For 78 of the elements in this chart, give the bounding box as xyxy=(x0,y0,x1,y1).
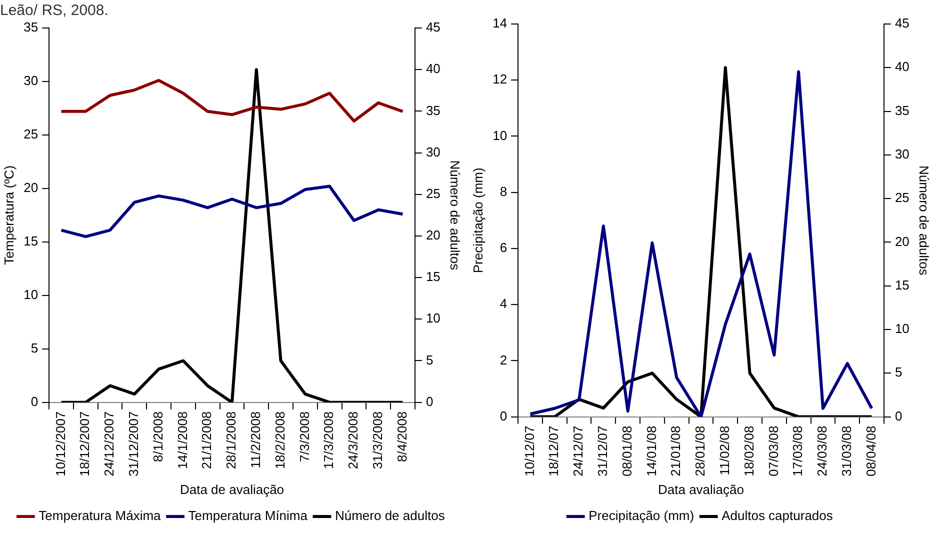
y-tick-label: 35 xyxy=(24,20,38,35)
x-tick-label: 24/12/07 xyxy=(570,426,586,476)
y2-tick-label: 25 xyxy=(426,186,440,201)
x-tick-label: 31/3/2008 xyxy=(370,411,385,470)
y2-axis-title: Número de adultos xyxy=(916,165,932,276)
y2-tick-label: 15 xyxy=(426,269,440,284)
x-tick-label: 8/1/2008 xyxy=(150,411,166,462)
x-tick-label: 10/12/07 xyxy=(522,426,537,476)
y2-tick-label: 0 xyxy=(426,394,434,409)
x-tick-label: 31/12/07 xyxy=(595,426,610,476)
x-tick-label: 7/3/2008 xyxy=(296,411,312,462)
x-tick-label: 18/2/2008 xyxy=(272,411,288,470)
x-tick-label: 11/2/2008 xyxy=(248,411,263,468)
y-tick-label: 2 xyxy=(500,352,508,368)
y-axis-title: Temperatura (ºC) xyxy=(1,165,16,265)
y2-tick-label: 15 xyxy=(894,277,910,292)
x-tick-label: 24/03/08 xyxy=(814,426,830,476)
y-axis-title: Precipitação (mm) xyxy=(470,168,486,274)
x-tick-label: 24/12/2007 xyxy=(102,411,117,476)
y2-axis-title: Número de adultos xyxy=(448,160,463,271)
y2-tick-label: 0 xyxy=(894,408,902,424)
x-tick-label: 14/1/2008 xyxy=(174,411,190,470)
x-tick-label: 8/4/2008 xyxy=(394,411,410,462)
y-tick-label: 14 xyxy=(492,16,508,31)
y-tick-label: 10 xyxy=(24,286,38,302)
x-tick-label: 10/12/2007 xyxy=(52,411,68,476)
x-tick-label: 08/01/08 xyxy=(619,426,634,476)
y-tick-label: 12 xyxy=(492,72,508,87)
y2-tick-label: 40 xyxy=(894,59,910,74)
legend-label: Temperatura Máxima xyxy=(38,508,162,524)
x-tick-label: 28/1/2008 xyxy=(224,411,239,470)
x-tick-label: 07/03/08 xyxy=(766,426,781,476)
y2-tick-label: 30 xyxy=(894,146,910,162)
y-tick-label: 30 xyxy=(24,73,38,88)
y2-tick-label: 10 xyxy=(426,310,440,326)
y-tick-label: 0 xyxy=(30,394,38,409)
y2-tick-label: 10 xyxy=(894,321,910,336)
y-tick-label: 8 xyxy=(500,184,508,199)
y-tick-label: 20 xyxy=(24,180,38,196)
y2-tick-label: 35 xyxy=(426,102,440,118)
y2-tick-label: 40 xyxy=(426,61,440,76)
x-tick-label: 24/3/2008 xyxy=(346,411,361,470)
y2-tick-label: 45 xyxy=(426,20,440,35)
y-tick-label: 6 xyxy=(500,240,508,256)
y-tick-label: 5 xyxy=(30,340,38,356)
x-tick-label: 18/02/08 xyxy=(741,426,756,476)
x-tick-label: 17/3/2008 xyxy=(321,411,336,470)
x-tick-label: 28/01/08 xyxy=(692,426,708,476)
y-tick-label: 10 xyxy=(492,128,508,143)
legend-label: Precipitação (mm) xyxy=(588,508,694,524)
x-tick-label: 21/1/2008 xyxy=(199,411,214,470)
y-tick-label: 4 xyxy=(500,296,508,312)
x-tick-label: 31/12/2007 xyxy=(126,411,142,476)
x-axis-title: Data avaliação xyxy=(658,482,744,497)
legend-label: Adultos capturados xyxy=(722,508,834,524)
y2-tick-label: 30 xyxy=(426,144,440,160)
chart-title: Leão/ RS, 2008. xyxy=(0,2,108,20)
x-tick-label: 31/03/08 xyxy=(838,426,854,476)
legend-label: Número de adultos xyxy=(334,508,446,524)
y2-tick-label: 35 xyxy=(894,102,910,118)
x-tick-label: 11/02/08 xyxy=(716,426,732,476)
y2-tick-label: 25 xyxy=(894,190,910,206)
x-tick-label: 18/12/2007 xyxy=(77,411,92,476)
y2-tick-label: 45 xyxy=(894,16,910,31)
y2-tick-label: 5 xyxy=(426,352,434,368)
legend-label: Temperatura Mínima xyxy=(188,508,308,524)
y-tick-label: 15 xyxy=(24,233,38,248)
x-axis-title: Data de avaliação xyxy=(180,482,284,497)
x-tick-label: 21/01/08 xyxy=(668,426,684,476)
x-tick-label: 18/12/07 xyxy=(546,426,562,476)
y2-tick-label: 20 xyxy=(894,234,910,249)
x-tick-label: 17/03/08 xyxy=(790,426,806,476)
y-tick-label: 25 xyxy=(24,126,38,142)
y2-tick-label: 5 xyxy=(894,364,902,380)
y-tick-label: 0 xyxy=(500,408,508,424)
x-tick-label: 08/04/08 xyxy=(863,426,878,476)
x-tick-label: 14/01/08 xyxy=(644,426,659,476)
y2-tick-label: 20 xyxy=(426,228,440,243)
